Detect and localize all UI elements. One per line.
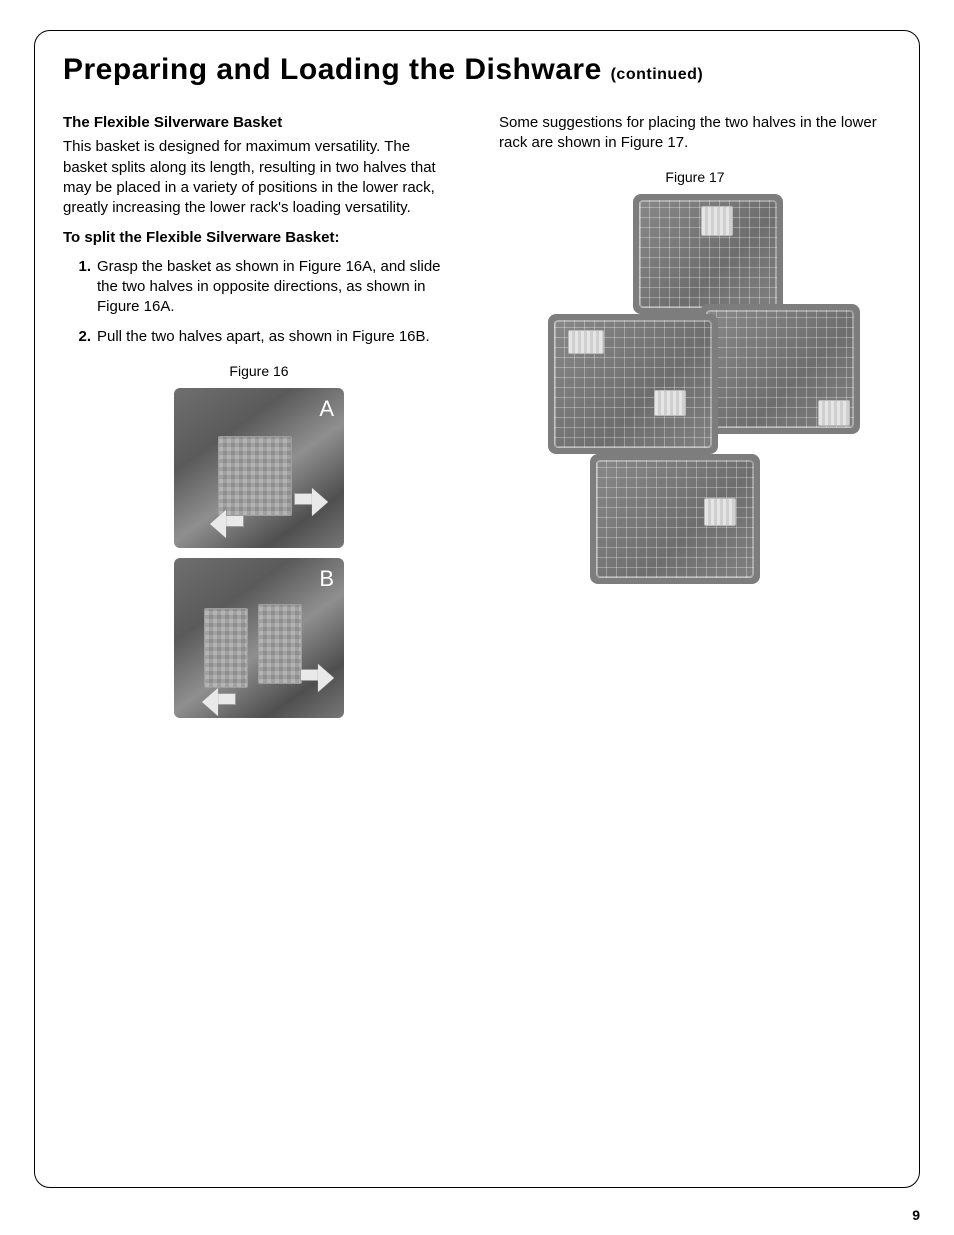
page-title-main: Preparing and Loading the Dishware [63,53,602,86]
content-frame: Preparing and Loading the Dishware (cont… [34,30,920,1188]
rack-thumbnail [548,314,718,454]
figure16: A B [63,388,455,718]
basket-graphic [258,604,302,684]
figure17-caption: Figure 17 [499,168,891,187]
rack-thumbnail [633,194,783,314]
figure16-label-b: B [319,564,334,594]
procedure-steps: 1. Grasp the basket as shown in Figure 1… [73,257,455,348]
step-item: 2. Pull the two halves apart, as shown i… [73,327,455,347]
rack-thumbnail [700,304,860,434]
rack-basket-graphic [704,498,736,526]
step-number: 2. [73,327,91,347]
figure16-photo-b: B [174,558,344,718]
rack-basket-graphic [701,206,733,236]
page-number: 9 [912,1207,920,1223]
figure16-label-a: A [319,394,334,424]
basket-graphic [204,608,248,688]
rack-grid [639,200,777,308]
figure16-caption: Figure 16 [63,362,455,381]
rack-basket-graphic [568,330,604,354]
rack-grid [554,320,712,448]
left-column: The Flexible Silverware Basket This bask… [63,113,455,718]
figure16-photo-a: A [174,388,344,548]
page-title: Preparing and Loading the Dishware (cont… [63,53,891,87]
procedure-heading: To split the Flexible Silverware Basket: [63,228,455,248]
step-item: 1. Grasp the basket as shown in Figure 1… [73,257,455,318]
rack-grid [596,460,754,578]
step-text: Grasp the basket as shown in Figure 16A,… [97,257,455,318]
figure17 [530,194,860,584]
page-title-continued: (continued) [611,66,704,83]
section-subhead: The Flexible Silverware Basket [63,113,455,133]
rack-thumbnail [590,454,760,584]
page: Preparing and Loading the Dishware (cont… [0,0,954,1235]
intro-paragraph: This basket is designed for maximum vers… [63,137,455,218]
rack-grid [706,310,854,428]
rack-basket-graphic [818,400,850,426]
step-text: Pull the two halves apart, as shown in F… [97,327,430,347]
right-intro-paragraph: Some suggestions for placing the two hal… [499,113,891,154]
basket-graphic [218,436,292,516]
rack-basket-graphic [654,390,686,416]
right-column: Some suggestions for placing the two hal… [499,113,891,718]
two-column-layout: The Flexible Silverware Basket This bask… [63,113,891,718]
step-number: 1. [73,257,91,318]
